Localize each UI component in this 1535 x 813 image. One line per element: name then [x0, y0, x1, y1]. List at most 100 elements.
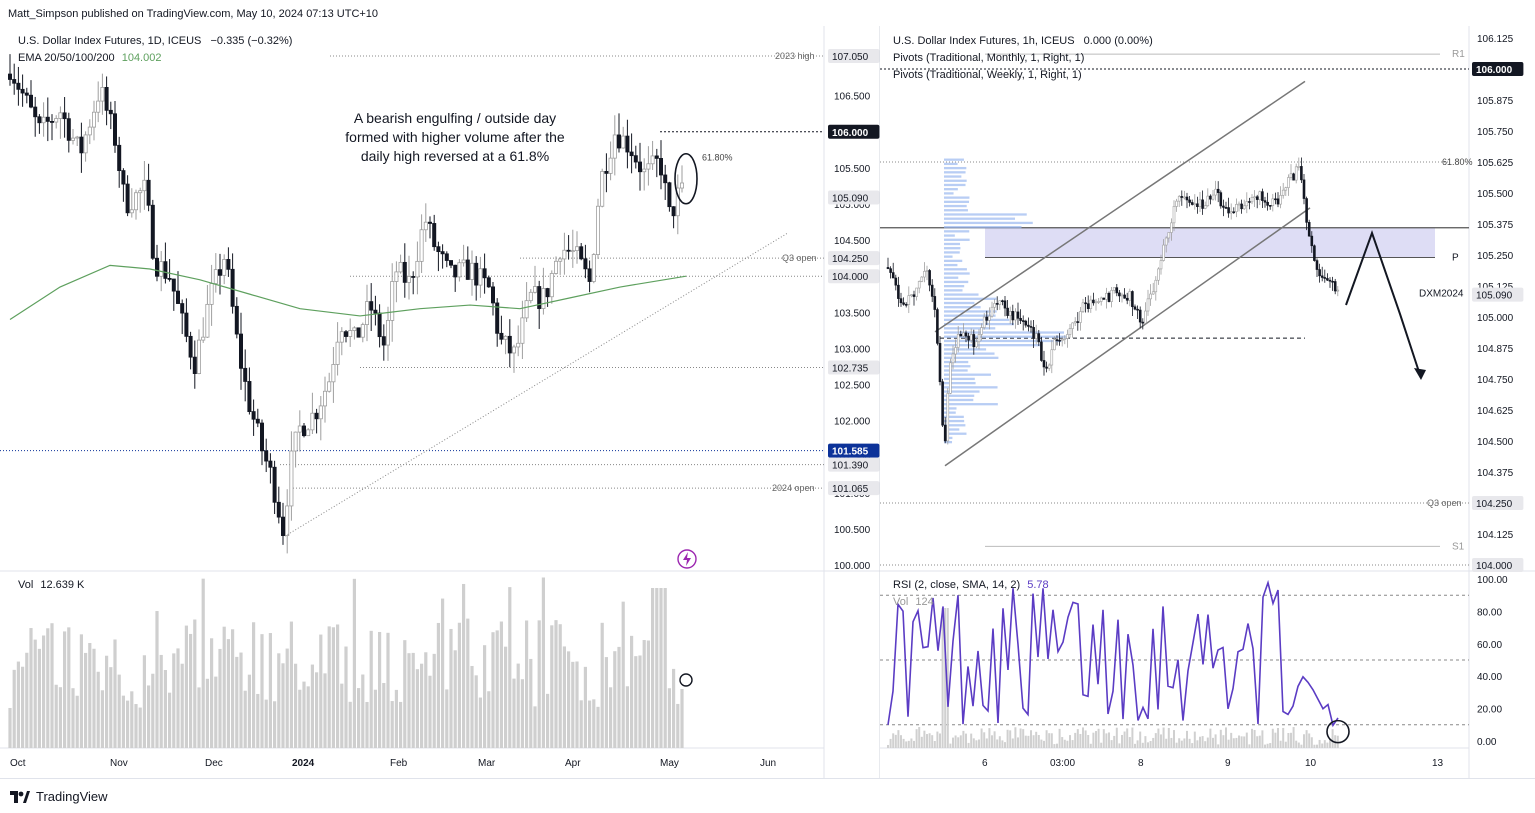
daily-candle-body [83, 134, 88, 154]
daily-candle-body [272, 466, 277, 503]
volume-profile-bar [944, 297, 997, 300]
volume-bar [499, 621, 503, 748]
daily-candle-body [66, 118, 71, 141]
volume-bar [189, 633, 193, 748]
daily-candle-body [436, 246, 441, 253]
volume-bar [226, 639, 230, 748]
right-chart-svg[interactable]: 106.125 105.875 105.750 105.625 105.500 105.3… [880, 26, 1535, 778]
pivots-monthly-label[interactable]: Pivots (Traditional, Monthly, 1, Right, … [893, 52, 1085, 64]
volume-profile-bar [944, 263, 958, 267]
daily-candle-body [87, 126, 92, 136]
volume-profile-bar [944, 259, 963, 263]
volume-bar [533, 706, 537, 748]
hourly-candle-body [936, 309, 939, 344]
hourly-volume-bar [1279, 740, 1282, 748]
hourly-volume-bar [887, 744, 889, 748]
volume-bar [306, 686, 310, 748]
volume-bar [29, 628, 33, 748]
pivots-weekly-label[interactable]: Pivots (Traditional, Weekly, 1, Right, 1… [893, 69, 1082, 81]
channel-upper-line[interactable] [934, 80, 1306, 333]
volume-bar [453, 650, 457, 748]
volume-bar [340, 683, 344, 748]
hourly-volume-bar [939, 733, 941, 748]
hourly-volume-bar [1100, 742, 1103, 748]
left-ema-row[interactable]: EMA 20/50/100/200 104.002 [18, 52, 161, 64]
left-volume-bars [8, 577, 684, 748]
daily-candle-body [58, 112, 63, 119]
volume-bar [432, 653, 436, 748]
left-y-tick-13: 100.000 [834, 561, 871, 572]
volume-bar [604, 657, 608, 748]
daily-candle-body [343, 331, 348, 337]
hourly-volume-bar [1061, 737, 1064, 748]
daily-candle-body [285, 505, 290, 536]
volume-bar [210, 638, 214, 748]
volume-bar [54, 684, 58, 748]
hourly-volume-bar [1089, 743, 1092, 748]
daily-candle-body [490, 286, 495, 304]
volume-profile-bar [944, 327, 996, 330]
left-chart-panel[interactable]: 106.500 106.000 105.500 105.000 104.500 104.0… [0, 26, 880, 778]
channel-lower-line[interactable] [944, 207, 1311, 467]
hourly-candle-body [1261, 191, 1264, 201]
volume-bar [243, 690, 247, 748]
volume-profile-bar [944, 322, 1014, 326]
daily-candle-body [251, 411, 256, 420]
label-q3-open: Q3 open [782, 253, 817, 263]
left-y-tick-3: 105.000 [834, 200, 871, 211]
right-chart-title-row: U.S. Dollar Index Futures, 1h, ICEUS 0.0… [893, 35, 1153, 47]
rsi-row[interactable]: RSI (2, close, SMA, 14, 2) 5.78 [893, 579, 1049, 591]
projection-path[interactable] [1345, 229, 1422, 379]
hourly-volume-bar [1069, 735, 1071, 748]
daily-candle-body [280, 516, 285, 536]
hourly-candle-body [1258, 191, 1262, 200]
engulfing-circle[interactable] [674, 152, 698, 205]
hourly-volume-bar [1300, 744, 1303, 748]
daily-candle-body [587, 268, 592, 282]
hourly-volume-bar [1323, 740, 1326, 748]
right-vol-row[interactable]: Vol 124 [893, 596, 934, 608]
hourly-volume-bar [1305, 730, 1308, 748]
hourly-candle-body [1141, 321, 1145, 324]
hourly-volume-bar [1040, 739, 1043, 748]
hourly-volume-bar [1329, 739, 1331, 748]
hourly-volume-bar [1214, 734, 1217, 748]
volume-bar [394, 689, 398, 748]
daily-candle-body [24, 92, 29, 96]
volume-bar [441, 598, 445, 748]
daily-candle-body [612, 134, 617, 159]
daily-candle-body [448, 260, 453, 266]
hourly-candle-body [1167, 232, 1171, 239]
daily-candle-body [503, 335, 508, 340]
hourly-volume-bar [1011, 738, 1014, 748]
left-y-tick-4: 104.500 [834, 236, 871, 247]
hourly-volume-bar [907, 740, 910, 748]
tradingview-logo[interactable]: TradingView [10, 789, 108, 804]
daily-candle-body [415, 260, 420, 278]
rsi-line [887, 579, 1339, 728]
daily-candle-body [276, 501, 281, 518]
hourly-volume-bar [1045, 730, 1048, 748]
volume-profile-bar [944, 360, 969, 364]
volume-profile-bar [944, 162, 958, 166]
daily-candle-body [604, 170, 609, 174]
daily-candle-body [348, 330, 353, 337]
left-chart-svg[interactable]: 106.500 106.000 105.500 105.000 104.500 104.0… [0, 26, 880, 778]
volume-bar [613, 651, 617, 748]
resistance-zone[interactable] [985, 227, 1435, 258]
lightning-icon[interactable] [683, 552, 691, 566]
daily-candle-body [171, 278, 176, 292]
volume-bar [478, 697, 482, 748]
fib-label: 61.80% [702, 153, 733, 163]
daily-candle-body [331, 364, 336, 383]
left-vol-row[interactable]: Vol 12.639 K [18, 579, 84, 591]
hourly-volume-bar [978, 739, 980, 748]
daily-candle-body [558, 258, 563, 262]
volume-bar [399, 701, 403, 748]
hourly-volume-bar [931, 735, 934, 748]
daily-candle-body [457, 262, 462, 278]
daily-candle-body [385, 320, 390, 346]
daily-candle-body [394, 271, 399, 282]
right-chart-panel[interactable]: 106.125 105.875 105.750 105.625 105.500 105.3… [880, 26, 1535, 778]
daily-candle-body [339, 331, 344, 343]
